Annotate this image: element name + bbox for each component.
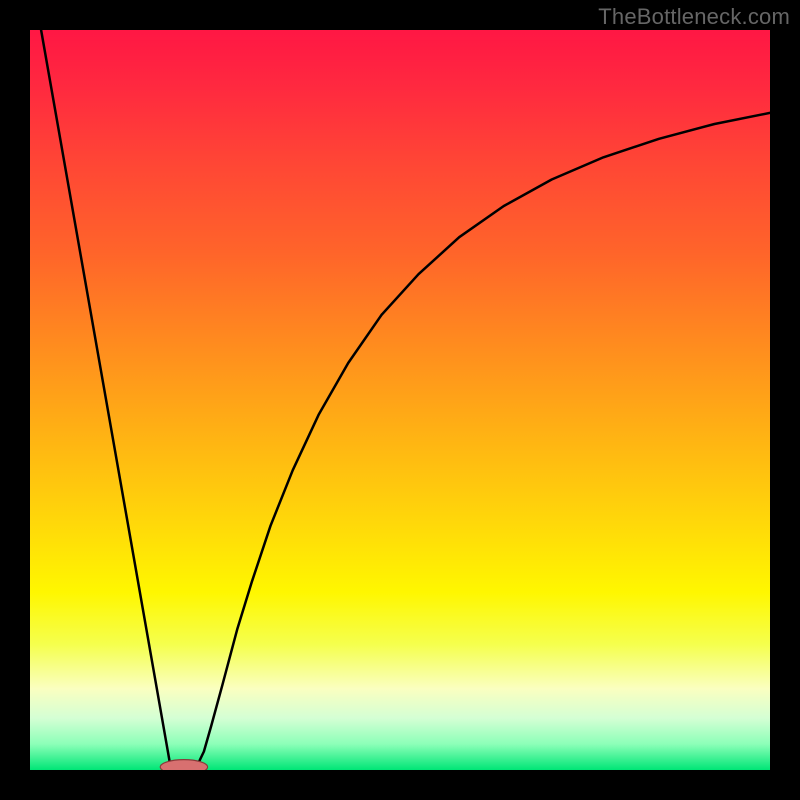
watermark-text: TheBottleneck.com <box>598 4 790 30</box>
chart-container: TheBottleneck.com <box>0 0 800 800</box>
plot-area <box>30 30 770 770</box>
bottleneck-chart <box>0 0 800 800</box>
